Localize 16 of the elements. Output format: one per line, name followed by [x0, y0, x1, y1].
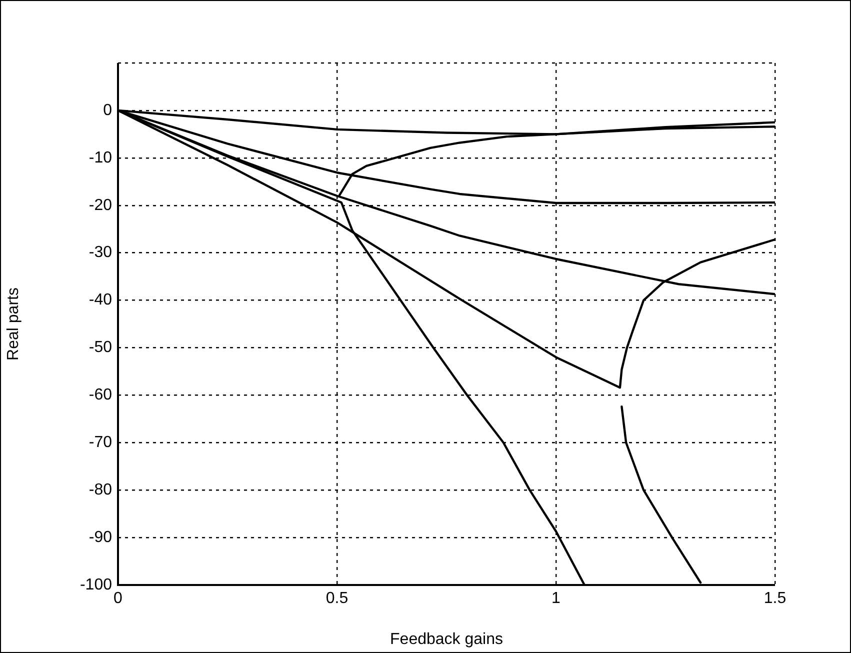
y-tick-label: -30: [88, 244, 112, 262]
y-tick-label: -70: [88, 434, 112, 452]
y-tick-label: -10: [88, 149, 112, 166]
y-tick-label: -40: [88, 292, 112, 309]
x-axis-title: Feedback gains: [390, 630, 503, 648]
y-tick-label: -60: [88, 386, 112, 404]
x-tick-label: 1: [552, 590, 561, 608]
y-axis-title: Real parts: [5, 288, 22, 360]
y-tick-label: -100: [80, 576, 112, 594]
y-tick-label: -50: [88, 339, 112, 356]
y-tick-label: -80: [88, 481, 112, 498]
y-tick-label: -90: [88, 528, 112, 546]
x-tick-label: 0.5: [326, 590, 348, 608]
y-tick-label: 0: [103, 102, 112, 119]
x-tick-label: 1.5: [764, 590, 786, 608]
y-tick-label: -20: [88, 196, 112, 214]
